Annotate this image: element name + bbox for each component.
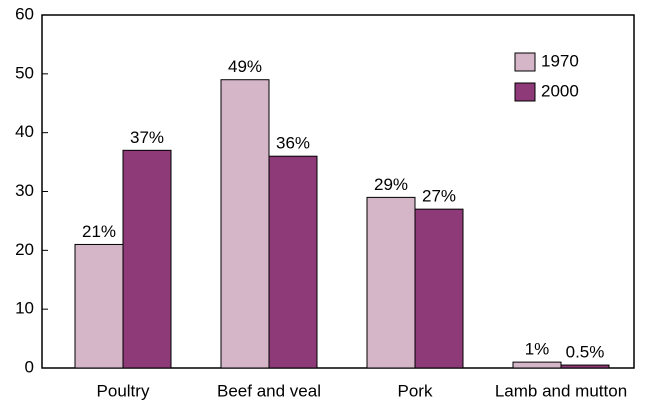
y-tick-label: 50 [15,63,34,82]
value-label: 0.5% [566,343,605,362]
value-label: 37% [130,128,164,147]
value-label: 1% [525,340,550,359]
bar [74,243,124,369]
y-tick-label: 40 [15,122,34,141]
bar [560,364,610,369]
x-tick-label: Pork [398,381,433,400]
bar [220,79,270,369]
value-label: 36% [276,134,310,153]
legend-label: 1970 [541,51,579,70]
value-label: 27% [422,187,456,206]
x-tick-label: Beef and veal [217,381,321,400]
bar [512,361,562,369]
value-label: 21% [82,222,116,241]
y-tick-label: 10 [15,299,34,318]
y-tick-label: 0 [25,357,34,376]
x-tick-label: Poultry [97,381,150,400]
x-tick-label: Lamb and mutton [495,381,627,400]
bar [366,196,416,369]
y-tick-label: 30 [15,181,34,200]
y-tick-label: 20 [15,240,34,259]
value-label: 29% [374,175,408,194]
y-tick-label: 60 [15,4,34,23]
legend-swatch [514,82,536,102]
bar [122,149,172,369]
value-label: 49% [228,57,262,76]
legend-label: 2000 [541,81,579,100]
bar [268,155,318,369]
bar [414,208,464,369]
legend-swatch [514,52,536,72]
